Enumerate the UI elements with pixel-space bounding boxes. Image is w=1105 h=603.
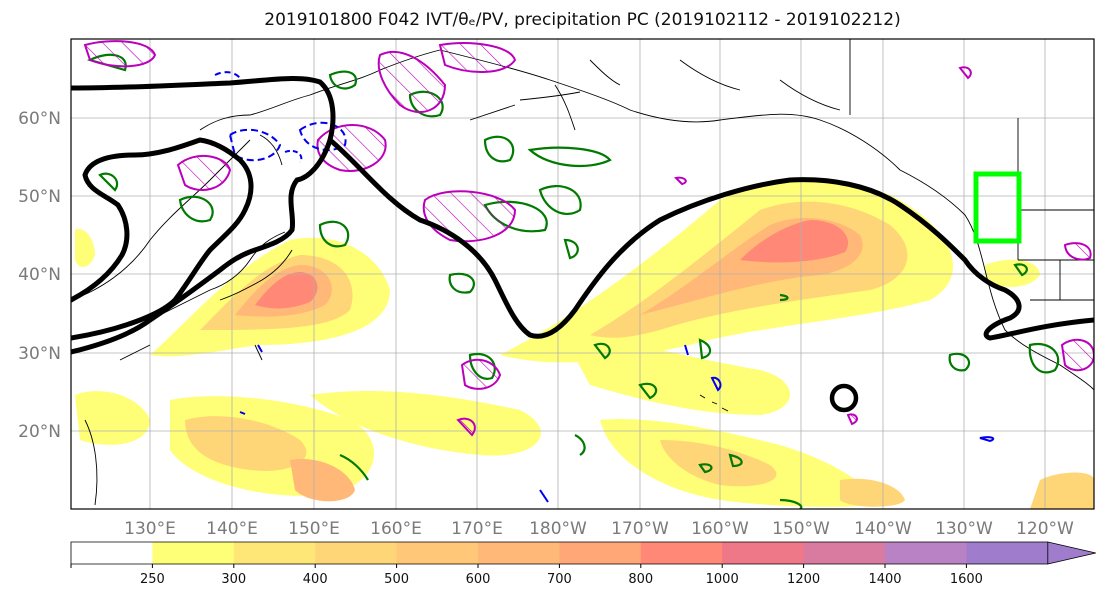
colorbar-tick-label: 1400	[868, 572, 901, 587]
lon-label-170w: 170°W	[611, 519, 669, 539]
map-content	[71, 39, 1094, 509]
lat-label-60: 60°N	[18, 109, 61, 129]
lon-label-150w: 150°W	[772, 519, 830, 539]
graticule	[71, 39, 1094, 509]
colorbar-tick-label: 800	[628, 572, 653, 587]
colorbar-tick-label: 250	[140, 572, 165, 587]
colorbar-tick-label: 500	[384, 572, 409, 587]
colorbar-tick-label: 1200	[787, 572, 820, 587]
lon-label-180w: 180°W	[529, 519, 587, 539]
target-region-box	[973, 171, 1022, 244]
lon-label-170e: 170°E	[451, 519, 503, 539]
pv-contours	[83, 40, 1094, 437]
lat-label-30: 30°N	[18, 344, 61, 364]
colorbar-tick-label: 400	[303, 572, 328, 587]
colorbar-segment	[396, 542, 479, 564]
colorbar-segment	[885, 542, 967, 564]
lat-label-50: 50°N	[18, 187, 61, 207]
colorbar-segment	[966, 542, 1049, 564]
colorbar-tick-label: 700	[547, 572, 572, 587]
lon-label-140w: 140°W	[854, 519, 912, 539]
colorbar-segment	[152, 542, 235, 564]
colorbar-extend-arrow	[1047, 541, 1096, 565]
lon-label-140e: 140°E	[206, 519, 258, 539]
colorbar: 250 300 400 500 600 700 800 1000 1200 1400 1600	[70, 541, 1096, 587]
lat-label-40: 40°N	[18, 265, 61, 285]
colorbar-tick-label: 600	[466, 572, 491, 587]
lon-label-130e: 130°E	[124, 519, 176, 539]
map-title: 2019101800 F042 IVT/θₑ/PV, precipitation…	[264, 10, 901, 30]
latitude-labels: 60°N 50°N 40°N 30°N 20°N	[18, 109, 61, 442]
colorbar-segment	[71, 542, 153, 564]
ivt-boundary-contours	[71, 75, 1094, 413]
lon-label-160e: 160°E	[370, 519, 422, 539]
lon-label-150e: 150°E	[288, 519, 340, 539]
ivt-shading	[75, 178, 1094, 509]
map-frame	[70, 38, 1095, 510]
colorbar-segment	[640, 542, 723, 564]
colorbar-tick-label: 1000	[706, 572, 739, 587]
lon-label-130w: 130°W	[935, 519, 993, 539]
lon-label-160w: 160°W	[691, 519, 749, 539]
colorbar-segment	[559, 542, 642, 564]
lat-label-20: 20°N	[18, 422, 61, 442]
colorbar-tick-label: 1600	[950, 572, 983, 587]
colorbar-segment	[315, 542, 398, 564]
negative-contours	[214, 71, 995, 503]
longitude-labels: 130°E 140°E 150°E 160°E 170°E 180°W 170°…	[124, 519, 1074, 539]
colorbar-tick-label: 300	[221, 572, 246, 587]
colorbar-segment	[722, 542, 805, 564]
colorbar-segment	[233, 542, 316, 564]
lon-label-120w: 120°W	[1016, 519, 1074, 539]
colorbar-segment	[803, 542, 886, 564]
colorbar-segment	[478, 542, 560, 564]
